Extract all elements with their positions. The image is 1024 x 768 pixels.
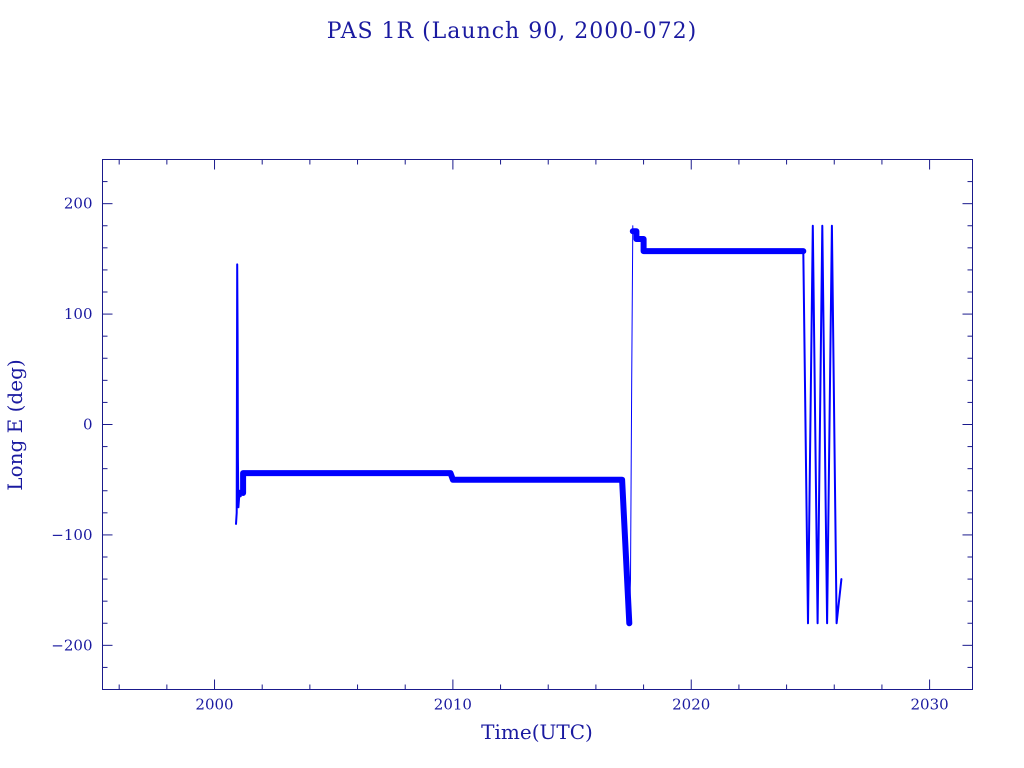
y-axis: 200 100 0 −100 −200 bbox=[51, 159, 973, 690]
x-tick-label: 2030 bbox=[911, 696, 949, 714]
x-tick-label: 2020 bbox=[672, 696, 710, 714]
y-tick-label: −200 bbox=[51, 636, 92, 654]
y-tick-label: 0 bbox=[83, 416, 93, 434]
x-tick-label: 2010 bbox=[434, 696, 472, 714]
x-tick-label: 2000 bbox=[195, 696, 233, 714]
y-tick-label: −100 bbox=[51, 526, 92, 544]
series-line bbox=[629, 228, 807, 255]
y-axis-label: Long E (deg) bbox=[3, 359, 27, 490]
x-axis: 2000 2010 2020 2030 bbox=[118, 159, 949, 714]
y-tick-label: 100 bbox=[64, 305, 93, 323]
series-layer bbox=[235, 224, 843, 627]
y-tick-label: 200 bbox=[64, 195, 93, 213]
chart-title: PAS 1R (Launch 90, 2000-072) bbox=[327, 19, 697, 44]
plot-frame bbox=[102, 159, 973, 690]
x-axis-label: Time(UTC) bbox=[481, 720, 593, 744]
series-line bbox=[802, 224, 843, 625]
series-line bbox=[628, 225, 634, 624]
series-line bbox=[240, 470, 633, 627]
